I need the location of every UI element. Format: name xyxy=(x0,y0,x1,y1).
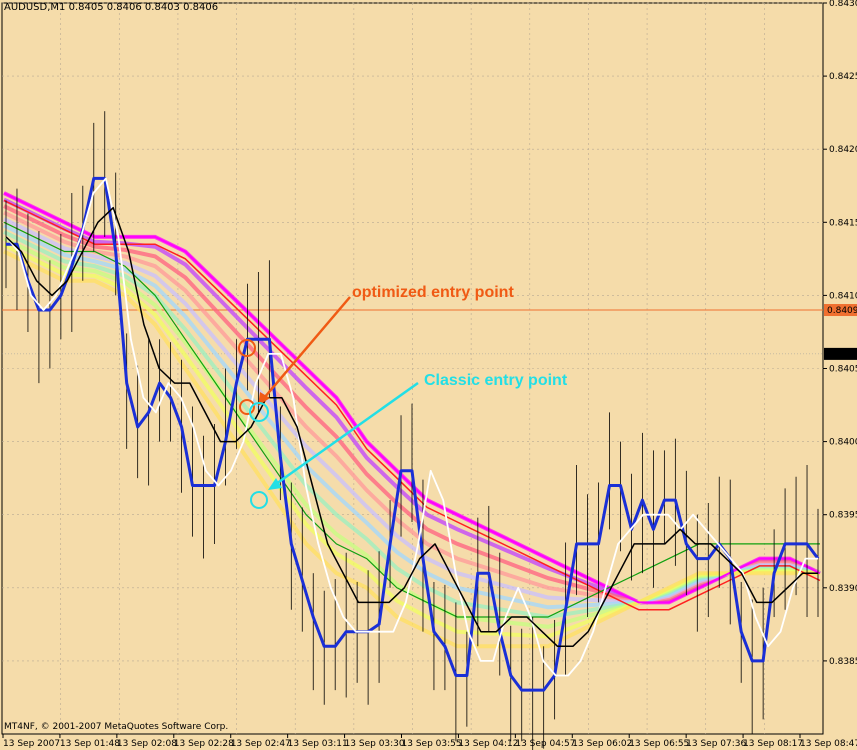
price-tag xyxy=(824,304,857,317)
x-tick-label: 13 Sep 08:47 xyxy=(800,739,857,749)
y-tick-label: 0.8405 xyxy=(829,365,857,375)
x-tick-label: 13 Sep 01:48 xyxy=(60,739,120,749)
series-line-black xyxy=(5,206,818,648)
x-tick-label: 13 Sep 06:02 xyxy=(572,739,632,749)
copyright-text: MT4NF, © 2001-2007 MetaQuotes Software C… xyxy=(4,722,229,732)
x-tick-label: 13 Sep 02:28 xyxy=(174,739,234,749)
annotation-optimized-arrow xyxy=(263,296,351,399)
ma-green-line xyxy=(3,221,820,618)
x-tick-label: 13 Sep 08:17 xyxy=(743,739,803,749)
price-tag-label: 0.8406 xyxy=(827,350,857,360)
x-tick-label: 13 Sep 02:08 xyxy=(117,739,177,749)
ma-ribbon-line xyxy=(3,249,820,649)
classic-entry-marker xyxy=(250,491,268,509)
optimized-entry-marker xyxy=(239,399,255,415)
x-tick-label: 13 Sep 04:12 xyxy=(458,739,518,749)
x-tick-label: 13 Sep 04:57 xyxy=(515,739,575,749)
x-tick-label: 13 Sep 03:11 xyxy=(288,739,348,749)
annotation-classic-arrow xyxy=(275,381,419,486)
series-line-price xyxy=(6,176,820,692)
x-tick-label: 13 Sep 06:55 xyxy=(629,739,689,749)
price-tag-label: 0.8409 xyxy=(827,306,857,316)
x-tick-label: 13 Sep 02:47 xyxy=(231,739,291,749)
optimized-entry-marker xyxy=(238,339,256,357)
annotation-classic-label: Classic entry point xyxy=(424,372,568,389)
annotation-optimized-label: optimized entry point xyxy=(352,284,514,301)
chart-header: AUDUSD,M1 0.8405 0.8406 0.8403 0.8406 xyxy=(4,2,219,13)
y-tick-label: 0.8395 xyxy=(829,511,857,521)
x-tick-label: 13 Sep 07:36 xyxy=(686,739,746,749)
y-tick-label: 0.8425 xyxy=(829,72,857,82)
classic-entry-marker xyxy=(249,402,269,422)
x-tick-label: 13 Sep 03:55 xyxy=(402,739,462,749)
x-tick-label: 13 Sep 03:30 xyxy=(345,739,405,749)
price-tag xyxy=(824,347,857,360)
x-tick-label: 13 Sep 2007 xyxy=(3,739,60,749)
y-tick-label: 0.8415 xyxy=(829,218,857,228)
y-tick-label: 0.8385 xyxy=(829,657,857,667)
annotation-classic-arrowhead xyxy=(268,478,282,490)
